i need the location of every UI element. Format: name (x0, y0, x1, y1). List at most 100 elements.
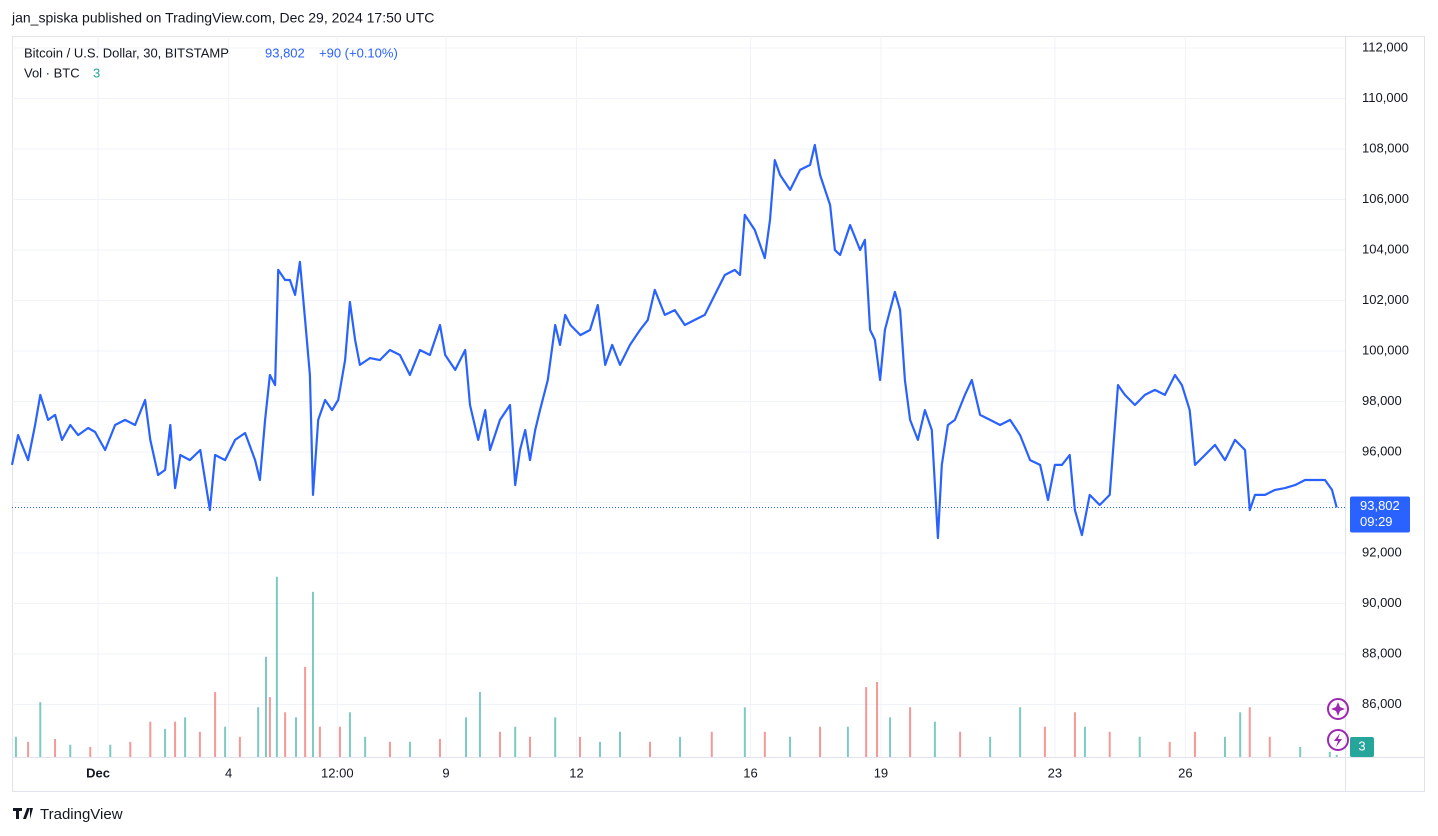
volume-bar (554, 717, 557, 757)
volume-bar (1268, 736, 1271, 757)
volume-bar (109, 744, 112, 757)
flash-icon-bolt (1334, 733, 1342, 747)
volume-bar (14, 736, 17, 757)
x-tick-label: 23 (1048, 765, 1062, 780)
volume-bar (275, 576, 278, 757)
volume-bar (69, 744, 72, 757)
volume-bar (1335, 754, 1338, 757)
volume-bar (1168, 741, 1171, 757)
ai-icon[interactable] (1327, 698, 1349, 720)
volume-bar (649, 741, 652, 757)
volume-bar (865, 687, 868, 757)
y-tick-label: 104,000 (1362, 241, 1409, 256)
volume-bar (238, 736, 241, 757)
volume-bar (311, 591, 314, 757)
symbol: Bitcoin / U.S. Dollar, 30, BITSTAMP (24, 45, 229, 60)
header: jan_spiska published on TradingView.com,… (11, 10, 434, 26)
volume-bar (129, 741, 132, 757)
y-tick-label: 106,000 (1362, 191, 1409, 206)
volume-bar (268, 697, 271, 757)
volume-bar (959, 731, 962, 757)
volume-bar (304, 666, 307, 757)
volume-bar (27, 741, 30, 757)
flash-icon[interactable] (1327, 729, 1349, 751)
x-tick-label: 9 (442, 765, 449, 780)
volume-bar (1299, 746, 1302, 757)
volume-bar (1073, 712, 1076, 757)
volume-bar (338, 726, 341, 757)
ai-icon-star (1331, 702, 1345, 716)
volume-bar (284, 712, 287, 757)
volume-bar (1083, 726, 1086, 757)
volume-bar (1108, 731, 1111, 757)
volume-bar (164, 728, 167, 757)
y-tick-label: 92,000 (1362, 544, 1402, 559)
volume-bar (198, 731, 201, 757)
volume-bar (528, 736, 531, 757)
x-tick-label: 4 (225, 765, 232, 780)
volume-bar (388, 741, 391, 757)
y-tick-label: 112,000 (1362, 39, 1408, 54)
x-tick-label: Dec (86, 765, 110, 780)
volume-bar (438, 738, 441, 757)
volume-bar (264, 656, 267, 757)
volume-bar (1019, 707, 1022, 757)
volume-tag (1350, 737, 1374, 757)
volume-bar (214, 692, 217, 757)
volume-bar (89, 746, 92, 757)
volume-bar (933, 721, 936, 757)
legend-change: +90 (+0.10%) (319, 45, 398, 60)
y-tick-label: 88,000 (1362, 645, 1402, 660)
price-tag-value: 93,802 (1360, 498, 1400, 513)
y-tick-label: 98,000 (1362, 393, 1402, 408)
y-tick-label: 96,000 (1362, 443, 1402, 458)
volume-bar (39, 702, 42, 757)
volume-bar (598, 741, 601, 757)
y-tick-label: 108,000 (1362, 140, 1409, 155)
y-tick-label: 90,000 (1362, 595, 1402, 610)
volume-bar (619, 731, 622, 757)
volume-bar (514, 726, 517, 757)
volume-value: 3 (93, 65, 100, 80)
volume-bar (174, 721, 177, 757)
x-tick-label: 19 (874, 765, 888, 780)
volume-bar (743, 707, 746, 757)
volume-bar (465, 717, 468, 757)
volume-bar (710, 731, 713, 757)
legend-price: 93,802 (265, 45, 305, 60)
countdown: 09:29 (1360, 514, 1393, 529)
volume-bar (318, 726, 321, 757)
volume-bar (819, 726, 822, 757)
y-tick-label: 110,000 (1362, 90, 1408, 105)
volume-bar (1239, 712, 1242, 757)
volume-bar (889, 717, 892, 757)
volume-bar (54, 738, 57, 757)
volume-bar (498, 731, 501, 757)
volume-bar (989, 736, 992, 757)
volume-bar (149, 721, 152, 757)
volume-bar (1328, 751, 1331, 757)
price-line (10, 143, 1338, 540)
volume-bar (789, 736, 792, 757)
x-tick-label: 16 (743, 765, 757, 780)
volume-bar (679, 736, 682, 757)
x-tick-label: 26 (1178, 765, 1192, 780)
volume-bar (763, 731, 766, 757)
volume-bar (478, 692, 481, 757)
y-tick-label: 86,000 (1362, 696, 1402, 711)
x-tick-label: 12 (569, 765, 583, 780)
volume-bar (578, 736, 581, 757)
frame (12, 36, 1425, 792)
volume-bar (364, 736, 367, 757)
x-tick-label: 12:00 (321, 765, 354, 780)
volume-bar (909, 707, 912, 757)
y-tick-label: 102,000 (1362, 292, 1409, 307)
volume-bar (876, 682, 879, 757)
footer: TradingView (40, 806, 123, 823)
volume-bar (257, 707, 260, 757)
y-tick-label: 100,000 (1362, 342, 1409, 357)
volume-bar (1223, 736, 1226, 757)
volume-bar (1043, 726, 1046, 757)
